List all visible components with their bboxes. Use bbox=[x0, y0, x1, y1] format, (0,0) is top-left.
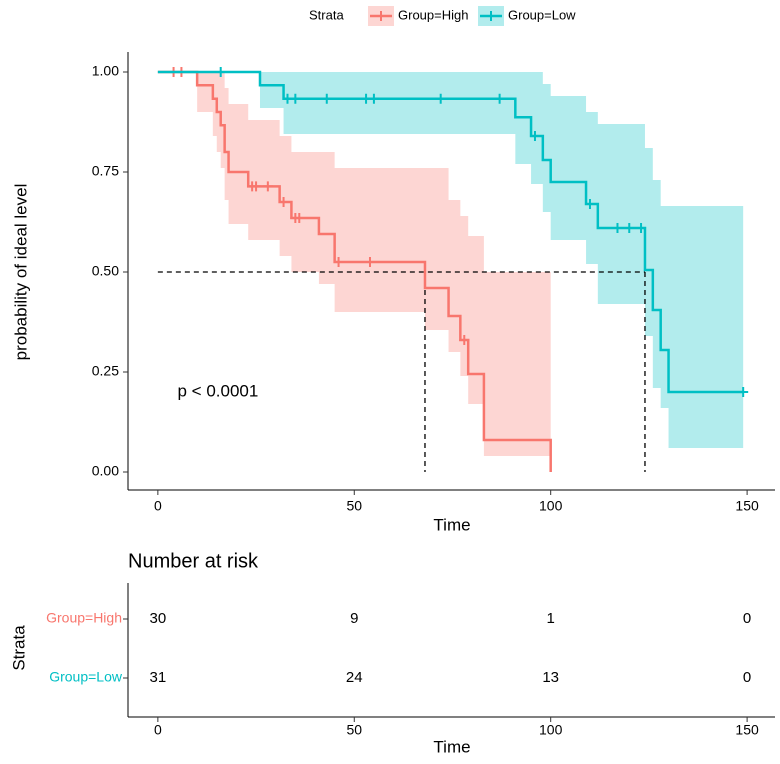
table-title: Number at risk bbox=[128, 550, 259, 572]
legend-label: Group=Low bbox=[508, 7, 576, 22]
censor-mark bbox=[278, 197, 289, 207]
censor-mark bbox=[321, 93, 332, 104]
censor-mark bbox=[584, 199, 595, 209]
legend-title: Strata bbox=[309, 7, 344, 22]
x-tick-label: 150 bbox=[735, 722, 759, 738]
censor-mark bbox=[368, 93, 379, 104]
censor-mark bbox=[636, 223, 647, 233]
censor-mark bbox=[262, 181, 273, 192]
censor-mark bbox=[333, 257, 344, 267]
risk-count: 0 bbox=[743, 669, 751, 686]
x-tick-label: 100 bbox=[539, 498, 563, 514]
y-tick-label: 0.75 bbox=[92, 163, 119, 179]
x-tick-label: 100 bbox=[539, 722, 563, 738]
censor-mark bbox=[251, 181, 262, 192]
x-tick-label: 50 bbox=[346, 498, 362, 514]
table-x-label: Time bbox=[433, 737, 470, 756]
censor-mark bbox=[215, 67, 226, 77]
risk-count: 30 bbox=[150, 610, 167, 627]
censor-mark bbox=[612, 223, 623, 233]
censor-mark bbox=[459, 335, 470, 345]
x-tick-label: 0 bbox=[154, 498, 162, 514]
censor-mark bbox=[738, 387, 749, 397]
x-tick-label: 50 bbox=[346, 722, 362, 738]
risk-count: 0 bbox=[743, 610, 751, 627]
row-label: Group=Low bbox=[49, 669, 123, 685]
x-axis-label: Time bbox=[433, 515, 470, 534]
risk-count: 9 bbox=[350, 610, 358, 627]
legend-censor bbox=[376, 11, 386, 21]
confidence-band bbox=[157, 72, 744, 448]
censor-mark bbox=[624, 223, 635, 233]
risk-count: 1 bbox=[547, 610, 555, 627]
y-tick-label: 0.25 bbox=[92, 363, 119, 379]
censor-mark bbox=[290, 93, 301, 104]
x-tick-label: 0 bbox=[154, 722, 162, 738]
x-tick-label: 150 bbox=[735, 498, 759, 514]
censor-mark bbox=[529, 131, 540, 141]
y-axis-label: probability of ideal level bbox=[11, 184, 30, 361]
censor-mark bbox=[364, 257, 375, 267]
risk-count: 31 bbox=[150, 669, 167, 686]
y-tick-label: 0.50 bbox=[92, 263, 119, 279]
y-tick-label: 0.00 bbox=[92, 463, 119, 479]
censor-mark bbox=[435, 93, 446, 104]
censor-mark bbox=[294, 213, 305, 223]
y-tick-label: 1.00 bbox=[92, 63, 119, 79]
confidence-band bbox=[157, 72, 551, 466]
row-label: Group=High bbox=[46, 610, 122, 626]
p-value: p < 0.0001 bbox=[177, 381, 258, 400]
legend-label: Group=High bbox=[398, 7, 468, 22]
risk-count: 24 bbox=[346, 669, 363, 686]
legend-censor bbox=[486, 11, 496, 21]
table-y-label: Strata bbox=[9, 625, 28, 671]
risk-count: 13 bbox=[542, 669, 559, 686]
censor-mark bbox=[494, 93, 505, 104]
